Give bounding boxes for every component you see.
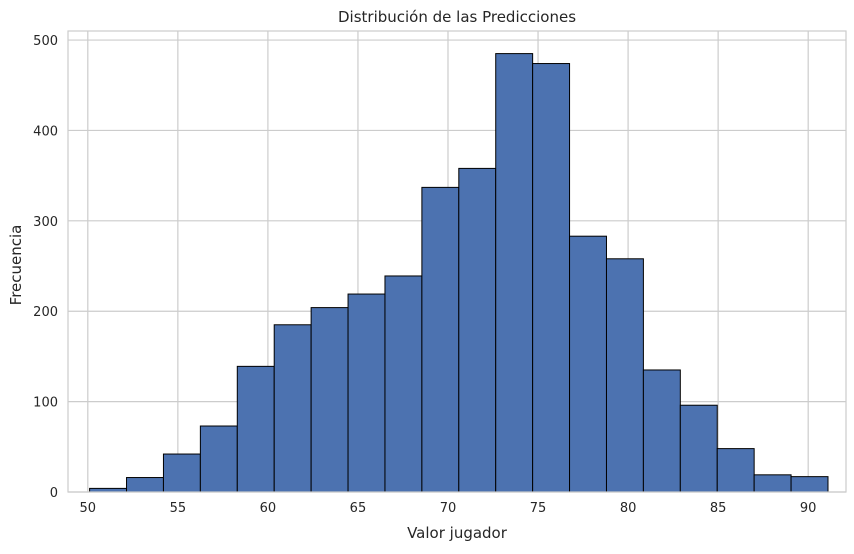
x-tick-label: 65: [350, 501, 367, 516]
chart-title: Distribución de las Predicciones: [338, 8, 576, 26]
histogram-bar: [753, 474, 792, 493]
x-tick-label: 80: [620, 501, 637, 516]
x-tick-label: 50: [80, 501, 97, 516]
histogram-bar: [569, 235, 607, 493]
x-tick-label: 85: [710, 501, 727, 516]
x-tick-label: 90: [800, 501, 817, 516]
histogram-bar: [347, 293, 386, 493]
histogram-bar: [532, 63, 571, 493]
x-axis-ticks: 50 55 60 65 70 75 80 85 90: [80, 501, 817, 516]
histogram-bar: [310, 307, 349, 493]
histogram-bar: [421, 186, 460, 493]
y-tick-label: 400: [33, 124, 58, 139]
plot-frame: [67, 30, 847, 493]
x-tick-label: 55: [170, 501, 187, 516]
histogram-bar: [716, 448, 755, 493]
y-axis-title: Frecuencia: [7, 225, 25, 306]
histogram-bar: [126, 477, 164, 493]
histogram-bar: [384, 275, 423, 493]
histogram-bar: [679, 404, 718, 493]
x-tick-label: 70: [440, 501, 457, 516]
histogram-bars: [89, 53, 829, 493]
histogram-bar: [199, 425, 238, 493]
y-axis-ticks: 0 100 200 300 400 500: [33, 34, 58, 501]
y-tick-label: 200: [33, 305, 58, 320]
y-tick-label: 300: [33, 215, 58, 230]
x-tick-label: 60: [260, 501, 277, 516]
histogram-bar: [605, 258, 644, 493]
histogram-bar: [236, 365, 275, 493]
y-tick-label: 500: [33, 34, 58, 49]
x-axis-title: Valor jugador: [407, 524, 508, 542]
x-tick-label: 75: [530, 501, 547, 516]
histogram-bar: [495, 53, 534, 493]
y-tick-label: 0: [50, 486, 58, 501]
histogram-bar: [162, 453, 201, 493]
histogram-bar: [458, 167, 497, 493]
histogram-bar: [273, 324, 312, 493]
y-tick-label: 100: [33, 396, 58, 411]
histogram-bar: [642, 369, 681, 493]
histogram-bar: [790, 476, 829, 493]
